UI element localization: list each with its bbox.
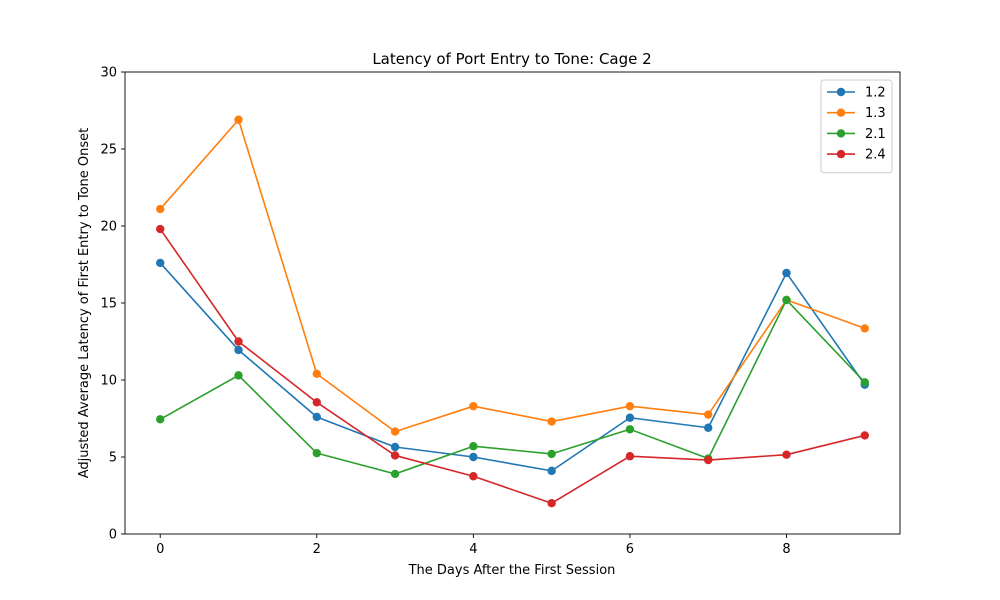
data-point [156,224,165,234]
data-point [704,410,713,419]
legend-item: 1.3 [827,106,886,121]
data-point [782,295,791,305]
legend: 1.2 1.3 2.1 2.4 [820,79,893,174]
legend-label: 2.4 [865,148,886,163]
data-point [469,442,478,451]
plot-frame [124,71,901,535]
data-point [625,413,635,422]
data-point [625,425,635,434]
legend-item: 2.4 [827,148,886,163]
legend-marker [836,87,846,97]
y-tick-label: 15 [100,297,117,312]
data-point [860,378,869,387]
x-tick-label: 0 [156,542,164,557]
data-point [234,115,243,124]
data-point [547,449,556,459]
y-tick-label: 0 [109,528,117,543]
data-point [390,451,400,460]
data-point [469,472,478,481]
data-point [860,324,869,333]
x-tick-label: 6 [626,542,634,557]
x-tick-label: 2 [313,542,321,557]
data-point [390,442,400,452]
data-point [547,466,556,476]
data-point [547,499,556,508]
series-lines [156,115,869,508]
data-point [704,423,713,432]
legend-marker [836,129,846,138]
data-point [312,448,321,458]
data-point [625,401,635,411]
x-axis-title: The Days After the First Session [408,563,616,578]
data-point [469,452,478,462]
axes: 0 2 4 6 8 0 5 10 15 20 25 30 [100,66,901,557]
y-tick-label: 30 [100,66,117,81]
data-point [860,431,869,440]
series-line [159,299,866,475]
data-point [312,398,321,407]
data-point [390,469,400,479]
y-axis-title: Adjusted Average Latency of First Entry … [77,128,92,479]
series-1.2 [156,258,869,476]
data-point [312,369,321,379]
series-line [159,118,866,433]
data-point [156,258,165,268]
legend-item: 1.2 [827,86,886,101]
legend-label: 1.2 [865,86,886,101]
data-point [782,268,791,278]
series-line [159,228,865,505]
series-2.4 [156,224,869,508]
legend-marker [836,108,846,117]
data-point [704,455,713,465]
legend-box [820,79,893,174]
x-tick-label: 8 [782,542,790,557]
y-tick-label: 5 [109,451,117,466]
legend-label: 2.1 [865,127,886,142]
data-point [234,345,243,355]
chart-title: Latency of Port Entry to Tone: Cage 2 [372,50,651,68]
data-point [156,204,165,214]
data-point [234,337,243,346]
y-tick-label: 10 [100,374,117,389]
data-point [547,417,556,426]
data-point [390,427,400,436]
data-point [312,412,321,422]
data-point [469,401,478,411]
y-tick-label: 20 [100,220,117,235]
series-1.3 [156,115,869,436]
data-point [234,371,243,380]
series-line [159,262,866,472]
legend-label: 1.3 [865,106,886,121]
data-point [156,415,165,424]
legend-marker [836,149,846,159]
series-2.1 [156,295,869,479]
y-tick-label: 25 [100,143,117,158]
data-point [625,452,635,461]
x-tick-label: 4 [469,542,477,557]
legend-item: 2.1 [827,127,886,142]
data-point [782,450,791,459]
